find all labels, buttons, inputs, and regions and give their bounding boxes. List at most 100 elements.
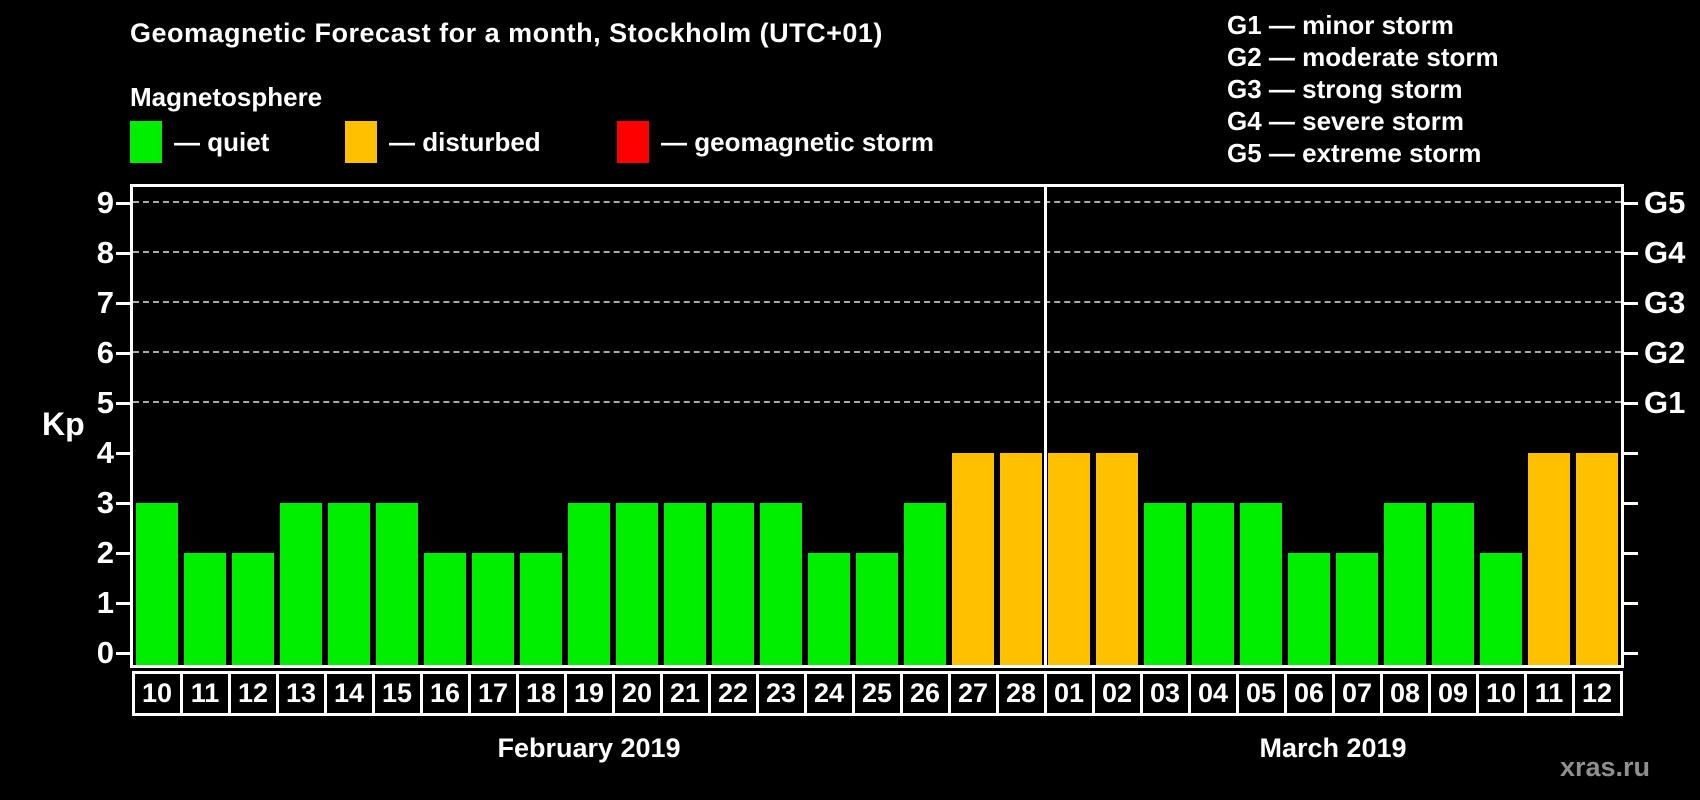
legend-item-storm: — geomagnetic storm — [617, 120, 934, 164]
day-cell-12: 12 — [1571, 671, 1623, 716]
left-tick-7 — [116, 301, 130, 305]
day-cell-24: 24 — [803, 671, 855, 716]
y-tick-label-7: 7 — [96, 285, 114, 320]
right-tick-7 — [1624, 301, 1638, 305]
left-tick-2 — [116, 551, 130, 555]
right-tick-1 — [1624, 601, 1638, 605]
bar-day-10 — [136, 503, 178, 665]
bar-day-10 — [1480, 553, 1522, 665]
bar-day-21 — [664, 503, 706, 665]
bar-day-27 — [952, 453, 994, 665]
left-tick-9 — [116, 201, 130, 205]
plot-area — [130, 184, 1624, 668]
x-axis-day-row: 10 11 12 13 14 15 16 17 18 19 20 21 22 23 24 25 26 27 28 01… — [131, 671, 1623, 716]
bar-day-28 — [1000, 453, 1042, 665]
bar-day-03 — [1144, 503, 1186, 665]
day-cell-20: 20 — [611, 671, 663, 716]
bar-day-01 — [1048, 453, 1090, 665]
day-cell-14: 14 — [323, 671, 375, 716]
y-tick-label-0: 0 — [96, 635, 114, 670]
g-scale-label-g5: G5 — [1644, 185, 1686, 220]
quiet-label: — quiet — [174, 126, 270, 157]
right-tick-9 — [1624, 201, 1638, 205]
right-tick-0 — [1624, 651, 1638, 655]
day-cell-09: 09 — [1427, 671, 1479, 716]
day-cell-26: 26 — [899, 671, 951, 716]
bar-day-11 — [1528, 453, 1570, 665]
bar-day-22 — [712, 503, 754, 665]
bar-day-20 — [616, 503, 658, 665]
bar-day-12 — [232, 553, 274, 665]
day-cell-01: 01 — [1043, 671, 1095, 716]
bar-day-05 — [1240, 503, 1282, 665]
bar-day-16 — [424, 553, 466, 665]
right-tick-3 — [1624, 501, 1638, 505]
disturbed-swatch — [345, 121, 377, 163]
bar-day-02 — [1096, 453, 1138, 665]
left-tick-0 — [116, 651, 130, 655]
y-tick-label-8: 8 — [96, 235, 114, 270]
month-label-february: February 2019 — [497, 733, 681, 763]
bar-day-09 — [1432, 503, 1474, 665]
g-scale-label-g3: G3 — [1644, 285, 1686, 320]
left-tick-1 — [116, 601, 130, 605]
day-cell-08: 08 — [1379, 671, 1431, 716]
day-cell-28: 28 — [995, 671, 1047, 716]
day-cell-27: 27 — [947, 671, 999, 716]
page-title: Geomagnetic Forecast for a month, Stockh… — [130, 18, 883, 48]
left-tick-4 — [116, 451, 130, 455]
g2-legend-line: G2 — moderate storm — [1227, 42, 1499, 72]
right-tick-4 — [1624, 451, 1638, 455]
day-cell-23: 23 — [755, 671, 807, 716]
gridline-kp5 — [133, 401, 1621, 403]
day-cell-03: 03 — [1139, 671, 1191, 716]
day-cell-21: 21 — [659, 671, 711, 716]
day-cell-22: 22 — [707, 671, 759, 716]
bar-day-11 — [184, 553, 226, 665]
g-scale-label-g4: G4 — [1644, 235, 1686, 270]
right-tick-2 — [1624, 551, 1638, 555]
gridline-kp8 — [133, 251, 1621, 253]
magnetosphere-label: Magnetosphere — [130, 82, 323, 112]
storm-swatch — [617, 121, 649, 163]
day-cell-05: 05 — [1235, 671, 1287, 716]
day-cell-17: 17 — [467, 671, 519, 716]
right-tick-6 — [1624, 351, 1638, 355]
y-tick-label-5: 5 — [96, 385, 114, 420]
y-tick-label-2: 2 — [96, 535, 114, 570]
day-cell-11: 11 — [1523, 671, 1575, 716]
y-tick-label-6: 6 — [96, 335, 114, 370]
month-label-march: March 2019 — [1259, 733, 1407, 763]
g3-legend-line: G3 — strong storm — [1227, 74, 1463, 104]
left-tick-8 — [116, 251, 130, 255]
g1-legend-line: G1 — minor storm — [1227, 10, 1454, 40]
gridline-kp9 — [133, 201, 1621, 203]
day-cell-19: 19 — [563, 671, 615, 716]
y-tick-label-4: 4 — [96, 435, 114, 470]
bar-day-24 — [808, 553, 850, 665]
day-cell-25: 25 — [851, 671, 903, 716]
right-tick-8 — [1624, 251, 1638, 255]
day-cell-12: 12 — [227, 671, 279, 716]
g-scale-label-g1: G1 — [1644, 385, 1686, 420]
g-scale-legend: G1 — minor storm G2 — moderate storm G3 … — [1227, 9, 1499, 169]
bar-day-26 — [904, 503, 946, 665]
y-tick-label-3: 3 — [96, 485, 114, 520]
y-tick-label-9: 9 — [96, 185, 114, 220]
disturbed-label: — disturbed — [389, 126, 541, 157]
day-cell-04: 04 — [1187, 671, 1239, 716]
bar-day-17 — [472, 553, 514, 665]
g4-legend-line: G4 — severe storm — [1227, 106, 1465, 136]
y-tick-label-1: 1 — [96, 585, 114, 620]
day-cell-18: 18 — [515, 671, 567, 716]
day-cell-02: 02 — [1091, 671, 1143, 716]
bar-day-06 — [1288, 553, 1330, 665]
bar-day-08 — [1384, 503, 1426, 665]
day-cell-13: 13 — [275, 671, 327, 716]
g5-legend-line: G5 — extreme storm — [1227, 138, 1482, 168]
storm-label: — geomagnetic storm — [661, 126, 935, 157]
left-tick-6 — [116, 351, 130, 355]
bar-day-19 — [568, 503, 610, 665]
day-cell-11: 11 — [179, 671, 231, 716]
month-separator-line — [1043, 187, 1047, 665]
